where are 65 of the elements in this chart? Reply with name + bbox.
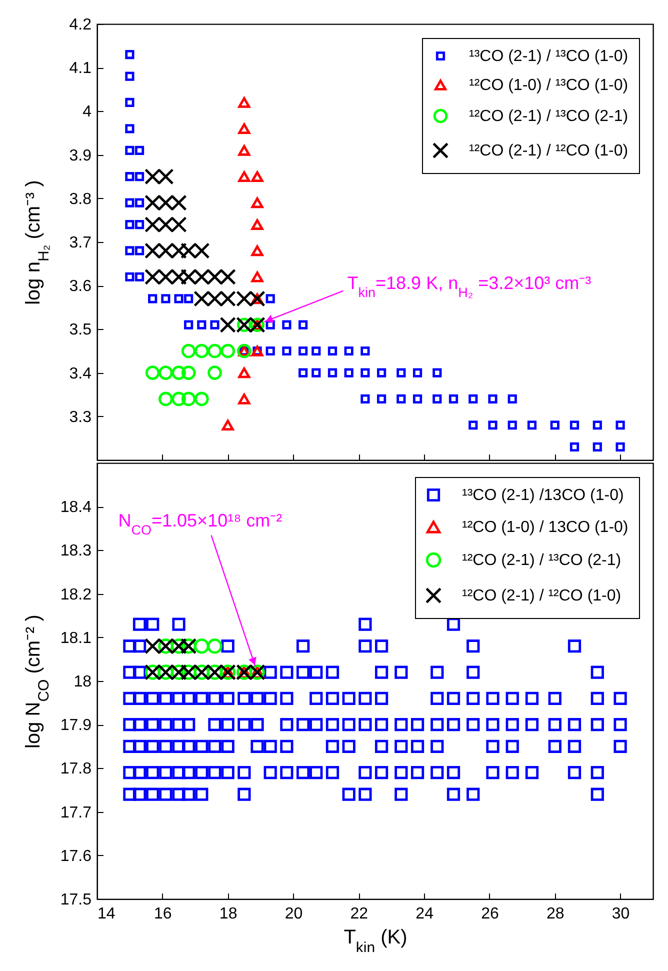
y-tick-label: 3.3 (69, 408, 92, 426)
y-tick-label: 18.4 (60, 499, 92, 516)
point (238, 145, 250, 156)
point (251, 219, 264, 230)
y-tick-label: 17.5 (60, 892, 92, 908)
point (145, 366, 160, 380)
x-tick-label: 14 (98, 906, 116, 922)
legend-label: ¹²CO (2-1) / ¹³CO (2-1) (469, 108, 628, 125)
annotation: N$_{CO}$=1.05×10¹⁸ cm⁻² (118, 510, 282, 537)
annotation: T$_{kin}$=18.9 K, n$_{H₂}$ =3.2×10³ cm⁻³ (347, 272, 592, 300)
y-tick-label: 17.6 (60, 848, 92, 865)
point (238, 367, 250, 378)
point (172, 366, 186, 380)
point (181, 366, 196, 380)
x-tick-label: 26 (481, 906, 499, 922)
point (238, 394, 250, 404)
x-tick-label: 22 (350, 906, 368, 922)
point (208, 344, 222, 358)
y-tick-label: 3.7 (69, 234, 92, 252)
legend-label: ¹²CO (2-1) / ¹²CO (1-0) (469, 142, 628, 160)
y-tick-label: 3.8 (69, 190, 92, 208)
y-tick-label: 18 (74, 674, 92, 690)
legend-label: ¹³CO (2-1) /13CO (1-0) (462, 487, 624, 504)
legend-label: ¹²CO (1-0) / ¹³CO (1-0) (469, 77, 628, 94)
point (194, 344, 209, 358)
point (251, 171, 264, 182)
point (222, 420, 234, 431)
y-tick-label: 3.4 (69, 365, 92, 382)
point (251, 197, 264, 208)
y-tick-label: 17.7 (60, 804, 92, 822)
y-tick-label: 18.3 (60, 542, 92, 560)
x-tick-label: 30 (612, 906, 630, 922)
x-axis-title: T$_{kin}$ (K) (344, 926, 408, 956)
legend-label: ¹²CO (2-1) / ¹³CO (2-1) (462, 552, 622, 569)
point (158, 392, 173, 406)
point (194, 392, 209, 406)
y-tick-label: 3.5 (69, 322, 92, 339)
point (238, 171, 250, 182)
y-tick-label: 4.2 (69, 16, 92, 34)
point (238, 123, 250, 134)
point (251, 271, 264, 282)
x-tick-label: 16 (154, 906, 172, 922)
y-tick-label: 17.8 (60, 760, 92, 778)
point (238, 97, 250, 108)
y-tick-label: 4.1 (69, 60, 92, 78)
y-tick-label: 18.1 (60, 630, 92, 647)
y-tick-label: 17.9 (60, 717, 92, 734)
point (181, 392, 196, 406)
y-tick-label: 4 (82, 104, 92, 121)
point (158, 366, 173, 380)
y-tick-label: 18.2 (60, 586, 92, 604)
x-tick-label: 20 (284, 906, 303, 922)
legend-label: ¹²CO (2-1) / ¹²CO (1-0) (462, 588, 622, 604)
legend-label: ¹³CO (2-1) / ¹³CO (1-0) (469, 48, 628, 65)
point (208, 366, 222, 380)
point (251, 245, 264, 256)
x-tick-label: 18 (219, 906, 238, 922)
y-tick-label: 3.9 (69, 147, 92, 164)
x-tick-label: 24 (416, 906, 434, 922)
point (220, 344, 235, 358)
y-tick-label: 3.6 (69, 278, 92, 296)
point (181, 344, 196, 358)
legend-label: ¹²CO (1-0) / 13CO (1-0) (462, 519, 628, 536)
x-tick-label: 28 (546, 906, 564, 922)
point (172, 392, 186, 406)
